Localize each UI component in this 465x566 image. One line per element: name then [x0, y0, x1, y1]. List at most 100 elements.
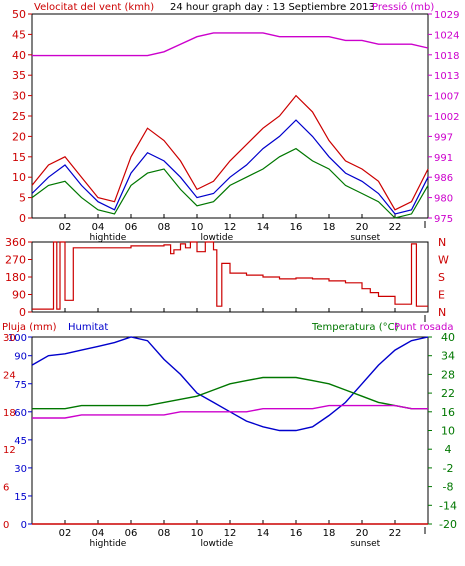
temp-tide-marker-label: hightide	[89, 539, 126, 549]
dewpoint-axis-title: Punt rosada	[394, 322, 453, 333]
direction-y-tick-label: 0	[19, 306, 26, 319]
wind-y-tick-label: 5	[19, 192, 26, 205]
wind-y-tick-label: 40	[12, 49, 26, 62]
chart-marks: 0510152025303540455097598098699199710021…	[3, 8, 459, 549]
direction-y-tick-label: 270	[5, 254, 26, 267]
series-gust-line	[31, 147, 429, 219]
temp-x-tick-label: 08	[158, 528, 171, 539]
chart-title: 24 hour graph day : 13 Septiembre 2013	[170, 2, 375, 13]
temp-y-tick-label: 34	[441, 350, 455, 363]
wind-x-tick-label: 18	[323, 222, 336, 233]
compass-label: W	[438, 254, 449, 267]
series-temperature-line	[32, 376, 428, 410]
wind-tide-marker-label: hightide	[89, 233, 126, 243]
series-direction-line	[32, 241, 428, 310]
rain-y-tick-label: 18	[3, 408, 16, 419]
humidity-y-tick-label: 90	[14, 352, 27, 363]
temp-y-tick-label: 40	[441, 331, 455, 344]
temp-y-tick-label: 16	[441, 406, 455, 419]
direction-panel-frame	[31, 241, 429, 313]
wind-y-tick-label: 30	[12, 90, 26, 103]
wind-x-tick-label: 22	[389, 222, 402, 233]
series-pressure-line	[32, 32, 429, 57]
wind-tide-marker-label: lowtide	[200, 233, 233, 243]
rain-axis-title: Pluja (mm)	[2, 322, 57, 333]
rain-y-tick-label: 0	[3, 520, 9, 531]
temp-x-tick-label: 06	[125, 528, 138, 539]
series-dewpoint-line	[32, 404, 428, 419]
wind-y-tick-label: 20	[12, 130, 26, 143]
pressure-y-tick-label: 997	[434, 132, 453, 143]
wind-x-tick-label: 12	[224, 222, 237, 233]
series-speed-line	[31, 94, 429, 211]
direction-y-tick-label: 360	[5, 236, 26, 249]
temp-x-tick-label: 16	[290, 528, 303, 539]
temp-y-tick-label: 10	[441, 425, 455, 438]
temp-x-tick-label: 10	[191, 528, 204, 539]
wind-y-tick-label: 15	[12, 151, 26, 164]
temperature-axis-title: Temperatura (°C)	[311, 322, 399, 333]
wind-y-tick-label: 25	[12, 110, 26, 123]
direction-y-tick-label: 90	[12, 289, 26, 302]
wind-y-tick-label: 0	[19, 212, 26, 225]
compass-label: E	[438, 289, 445, 302]
pressure-y-tick-label: 1018	[434, 51, 459, 62]
wind-panel-frame	[31, 13, 429, 219]
compass-label: N	[438, 306, 446, 319]
temp-y-tick-label: -8	[443, 481, 454, 494]
wind-axis-title: Velocitat del vent (kmh)	[34, 2, 154, 13]
wind-x-tick-label: 20	[356, 222, 369, 233]
wind-x-tick-label: 04	[92, 222, 105, 233]
temp-x-tick-label: 14	[257, 528, 270, 539]
wind-y-tick-label: 45	[12, 28, 26, 41]
wind-x-tick-label: 08	[158, 222, 171, 233]
temp-x-tick-label: 22	[389, 528, 402, 539]
compass-label: N	[438, 236, 446, 249]
pressure-y-tick-label: 1013	[434, 71, 459, 82]
temp-x-tick-label: 04	[92, 528, 105, 539]
pressure-y-tick-label: 991	[434, 153, 453, 164]
rain-y-tick-label: 30	[3, 333, 16, 344]
pressure-y-tick-label: 975	[434, 214, 453, 225]
pressure-y-tick-label: 1007	[434, 92, 459, 103]
wind-y-tick-label: 35	[12, 69, 26, 82]
temp-x-tick-label: 20	[356, 528, 369, 539]
wind-tide-marker-label: sunset	[350, 233, 380, 243]
humidity-y-tick-label: 15	[14, 492, 27, 503]
compass-label: S	[438, 271, 445, 284]
pressure-y-tick-label: 1029	[434, 10, 459, 21]
pressure-axis-title: Pressió (mb)	[372, 1, 434, 13]
temp-y-tick-label: 22	[441, 387, 455, 400]
rain-y-tick-label: 6	[3, 483, 9, 494]
temp-y-tick-label: 28	[441, 368, 455, 381]
humidity-y-tick-label: 30	[14, 464, 27, 475]
direction-y-tick-label: 180	[5, 271, 26, 284]
series-avg-line	[31, 119, 429, 215]
wind-x-tick-label: 06	[125, 222, 138, 233]
temp-panel-frame	[31, 336, 429, 525]
humidity-axis-title: Humitat	[68, 322, 108, 333]
humidity-y-tick-label: 75	[14, 380, 27, 391]
pressure-y-tick-label: 1002	[434, 112, 459, 123]
humidity-y-tick-label: 45	[14, 436, 27, 447]
temp-y-tick-label: -2	[443, 462, 454, 475]
humidity-y-tick-label: 100	[8, 333, 27, 344]
temp-tide-marker-label: lowtide	[200, 539, 233, 549]
pressure-y-tick-label: 1024	[434, 30, 459, 41]
wind-x-tick-label: 02	[59, 222, 72, 233]
temp-y-tick-label: -14	[439, 499, 457, 512]
wind-y-tick-label: 50	[12, 8, 26, 21]
temp-y-tick-label: -20	[439, 518, 457, 531]
temp-x-tick-label: 02	[59, 528, 72, 539]
temp-x-tick-label: 12	[224, 528, 237, 539]
temp-x-tick-label: 18	[323, 528, 336, 539]
pressure-y-tick-label: 980	[434, 194, 453, 205]
wind-x-tick-label: 14	[257, 222, 270, 233]
rain-y-tick-label: 24	[3, 370, 16, 381]
pressure-y-tick-label: 986	[434, 173, 453, 184]
wind-x-tick-label: 10	[191, 222, 204, 233]
wind-x-tick-label: 16	[290, 222, 303, 233]
wind-y-tick-label: 10	[12, 171, 26, 184]
